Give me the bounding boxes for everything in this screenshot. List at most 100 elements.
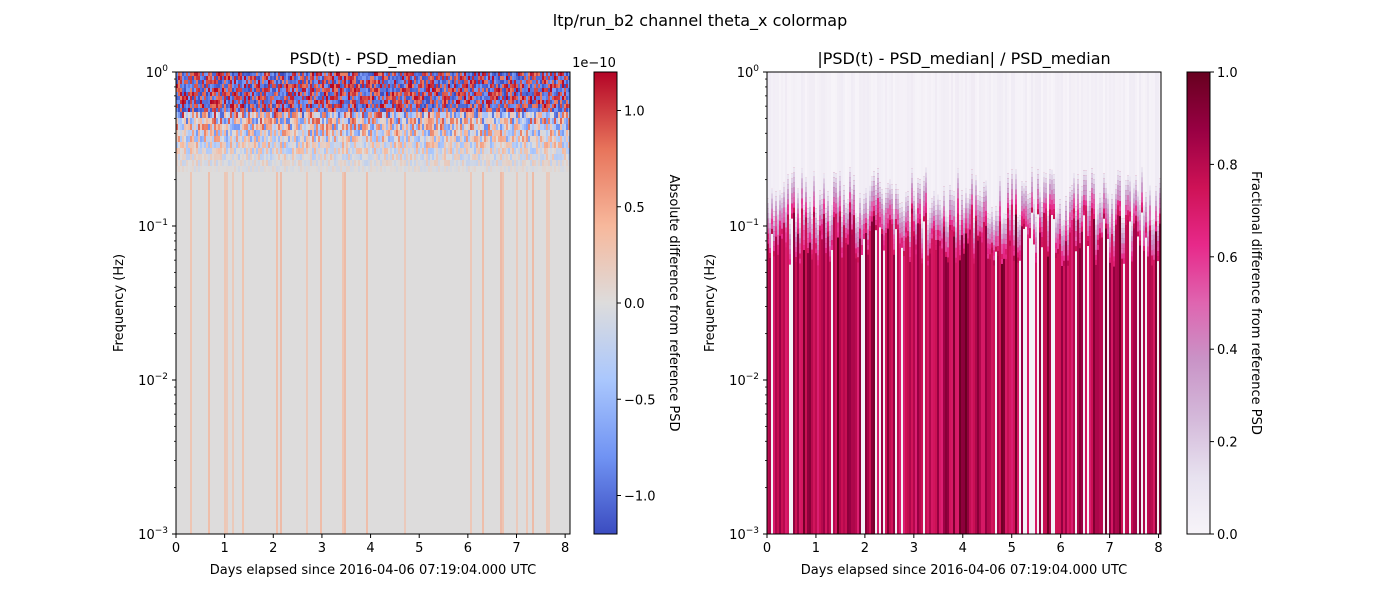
heatmap-cell xyxy=(552,80,554,84)
heatmap-cell xyxy=(811,224,813,230)
heatmap-cell xyxy=(472,154,474,160)
heatmap-cell xyxy=(911,178,913,184)
heatmap-cell xyxy=(546,84,548,88)
heatmap-cell xyxy=(538,100,540,104)
heatmap-cell xyxy=(194,104,196,108)
heatmap-cell xyxy=(438,80,440,84)
heatmap-cell xyxy=(288,76,290,80)
heatmap-cell xyxy=(176,84,178,88)
heatmap-cell xyxy=(378,104,380,108)
heatmap-cell xyxy=(416,80,418,84)
heatmap-cell xyxy=(568,118,570,124)
heatmap-cell xyxy=(428,154,430,160)
heatmap-cell xyxy=(470,130,472,136)
heatmap-cell xyxy=(266,92,268,96)
heatmap-cell xyxy=(358,104,360,108)
heatmap-cell xyxy=(336,148,338,154)
heatmap-cell xyxy=(220,124,222,130)
heatmap-cell xyxy=(548,142,550,148)
heatmap-cell xyxy=(809,227,811,233)
heatmap-cell xyxy=(568,104,570,108)
heatmap-cell xyxy=(907,196,909,202)
heatmap-cell xyxy=(246,142,248,148)
heatmap-cell xyxy=(350,166,352,172)
heatmap-cell xyxy=(260,96,262,100)
heatmap-cell xyxy=(426,104,428,108)
heatmap-cell xyxy=(528,160,530,166)
heatmap-cell xyxy=(801,178,803,184)
heatmap-cell xyxy=(560,130,562,136)
heatmap-cell xyxy=(378,92,380,96)
heatmap-cell xyxy=(925,212,927,534)
heatmap-cell xyxy=(494,136,496,142)
heatmap-cell xyxy=(422,80,424,84)
heatmap-cell xyxy=(404,104,406,108)
heatmap-cell xyxy=(524,92,526,96)
heatmap-cell xyxy=(222,124,224,130)
heatmap-cell xyxy=(440,88,442,92)
heatmap-cell xyxy=(512,130,514,136)
heatmap-cell xyxy=(939,220,941,226)
heatmap-cell xyxy=(250,84,252,88)
heatmap-cell xyxy=(254,108,256,112)
heatmap-cell xyxy=(512,148,514,154)
heatmap-cell xyxy=(544,142,546,148)
heatmap-cell xyxy=(895,214,897,220)
heatmap-cell xyxy=(208,80,210,84)
heatmap-cell xyxy=(282,124,284,130)
heatmap-cell xyxy=(462,112,464,118)
heatmap-cell xyxy=(494,96,496,100)
heatmap-cell xyxy=(256,88,258,92)
heatmap-cell xyxy=(504,112,506,118)
heatmap-cell xyxy=(811,72,813,215)
heatmap-cell xyxy=(476,108,478,112)
heatmap-cell xyxy=(362,166,364,172)
heatmap-cell xyxy=(815,218,817,224)
heatmap-cell xyxy=(426,100,428,104)
heatmap-cell xyxy=(470,162,472,534)
heatmap-cell xyxy=(420,80,422,84)
heatmap-cell xyxy=(859,213,861,219)
heatmap-cell xyxy=(370,72,372,76)
heatmap-cell xyxy=(356,88,358,92)
heatmap-cell xyxy=(322,76,324,80)
heatmap-cell xyxy=(528,72,530,76)
heatmap-cell xyxy=(190,96,192,100)
heatmap-cell xyxy=(384,96,386,100)
heatmap-cell xyxy=(446,92,448,96)
heatmap-cell xyxy=(825,233,827,239)
heatmap-cell xyxy=(426,118,428,124)
heatmap-cell xyxy=(506,80,508,84)
heatmap-cell xyxy=(318,112,320,118)
heatmap-cell xyxy=(366,124,368,130)
heatmap-cell xyxy=(913,236,915,534)
heatmap-cell xyxy=(280,84,282,88)
heatmap-cell xyxy=(198,76,200,80)
heatmap-cell xyxy=(198,136,200,142)
heatmap-cell xyxy=(336,100,338,104)
heatmap-cell xyxy=(252,166,254,172)
heatmap-cell xyxy=(528,136,530,142)
heatmap-cell xyxy=(200,88,202,92)
heatmap-cell xyxy=(482,130,484,136)
heatmap-cell xyxy=(354,72,356,76)
heatmap-cell xyxy=(568,130,570,136)
heatmap-cell xyxy=(318,142,320,148)
heatmap-cell xyxy=(320,124,322,130)
heatmap-cell xyxy=(354,142,356,148)
heatmap-cell xyxy=(863,219,865,225)
heatmap-cell xyxy=(342,136,344,142)
heatmap-cell xyxy=(931,213,933,219)
heatmap-cell xyxy=(334,154,336,160)
heatmap-cell xyxy=(176,112,178,118)
heatmap-cell xyxy=(913,196,915,202)
heatmap-cell xyxy=(314,100,316,104)
heatmap-cell xyxy=(326,124,328,130)
heatmap-cell xyxy=(921,218,923,224)
heatmap-cell xyxy=(791,208,793,214)
heatmap-cell xyxy=(258,112,260,118)
heatmap-cell xyxy=(793,167,795,173)
heatmap-cell xyxy=(376,112,378,118)
heatmap-cell xyxy=(408,148,410,154)
heatmap-cell xyxy=(552,96,554,100)
